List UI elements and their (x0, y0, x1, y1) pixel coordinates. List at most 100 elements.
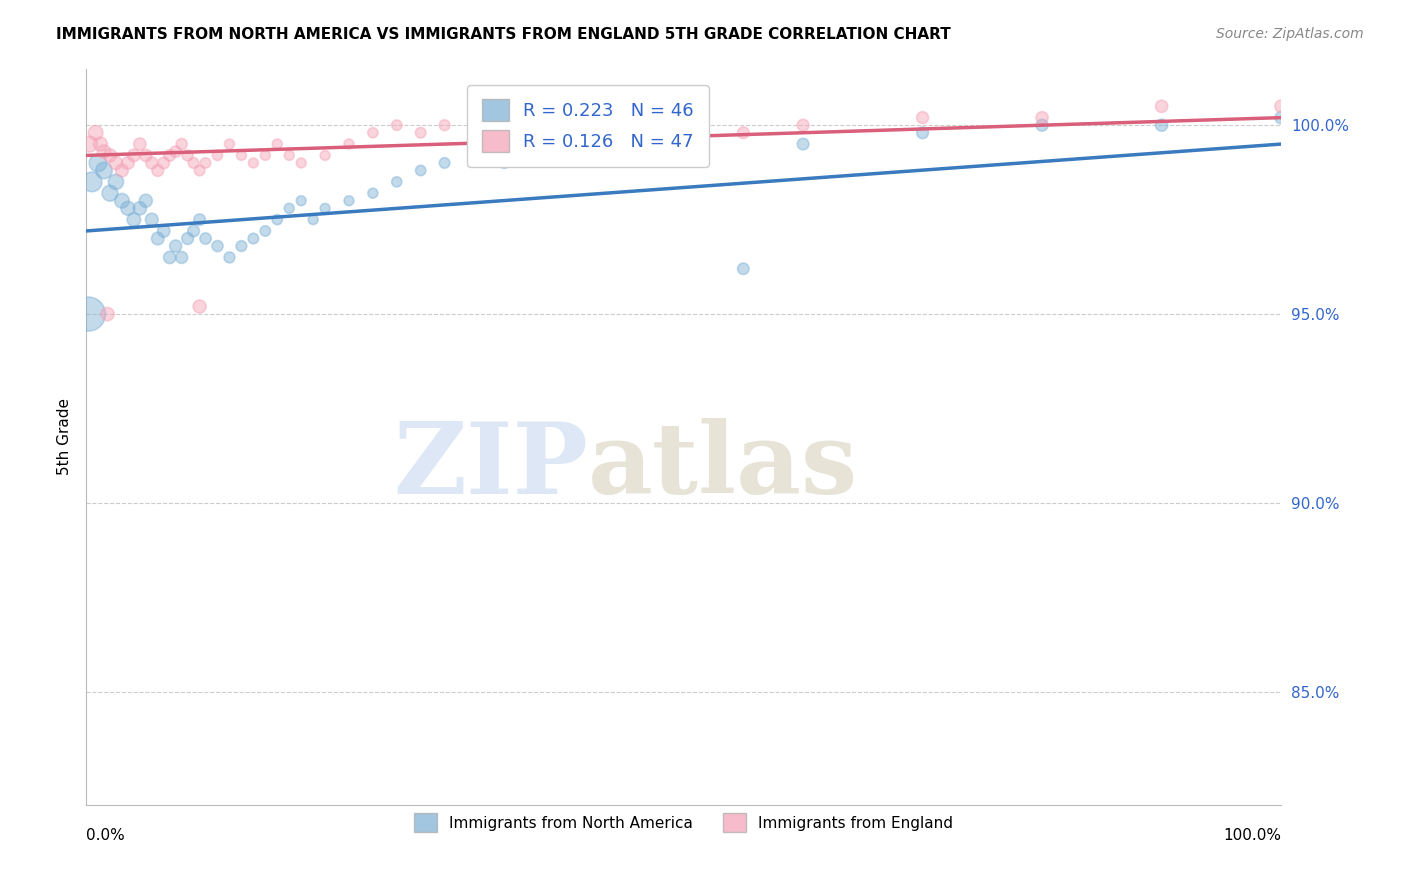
Y-axis label: 5th Grade: 5th Grade (58, 399, 72, 475)
Point (104, 156, 127, 170)
Point (152, 224, 174, 238)
Point (254, 224, 277, 238)
Point (218, 137, 240, 152)
Point (314, 148, 336, 162)
Point (385, 118, 408, 132)
Text: 0.0%: 0.0% (86, 828, 125, 843)
Point (87, 156, 110, 170)
Point (613, 126, 636, 140)
Point (278, 148, 301, 162)
Text: IMMIGRANTS FROM NORTH AMERICA VS IMMIGRANTS FROM ENGLAND 5TH GRADE CORRELATION C: IMMIGRANTS FROM NORTH AMERICA VS IMMIGRA… (56, 27, 950, 42)
Point (302, 212, 325, 227)
Point (141, 212, 163, 227)
Point (128, 137, 150, 152)
Point (733, 126, 755, 140)
Point (672, 137, 695, 152)
Point (337, 194, 360, 208)
Point (194, 156, 217, 170)
Point (242, 231, 264, 245)
Point (733, 261, 755, 276)
Point (93, 163, 115, 178)
Point (183, 156, 205, 170)
Point (188, 163, 211, 178)
Point (188, 300, 211, 314)
Point (80, 175, 103, 189)
Point (911, 111, 934, 125)
Point (84, 126, 107, 140)
Point (170, 251, 193, 265)
Point (176, 148, 198, 162)
Point (165, 239, 187, 253)
Point (613, 145, 636, 159)
Point (792, 137, 814, 152)
Point (494, 111, 516, 125)
Point (77, 307, 100, 321)
Point (266, 212, 288, 227)
Point (433, 156, 456, 170)
Point (111, 163, 134, 178)
Point (207, 239, 229, 253)
Point (97, 307, 120, 321)
Point (361, 126, 384, 140)
Point (117, 202, 139, 216)
Point (290, 194, 312, 208)
Text: Source: ZipAtlas.com: Source: ZipAtlas.com (1216, 27, 1364, 41)
Point (553, 118, 575, 132)
Point (89, 137, 111, 152)
Point (141, 156, 163, 170)
Point (165, 145, 187, 159)
Point (93, 145, 115, 159)
Point (117, 156, 139, 170)
Point (152, 156, 174, 170)
Point (146, 163, 169, 178)
Point (98, 148, 121, 162)
Point (337, 137, 360, 152)
Point (98, 186, 121, 201)
Point (553, 148, 575, 162)
Point (254, 148, 277, 162)
Point (104, 175, 127, 189)
Point (792, 118, 814, 132)
Point (218, 251, 240, 265)
Text: ZIP: ZIP (394, 417, 588, 515)
Legend: Immigrants from North America, Immigrants from England: Immigrants from North America, Immigrant… (408, 807, 959, 838)
Point (314, 202, 336, 216)
Point (385, 175, 408, 189)
Point (159, 148, 181, 162)
Point (188, 212, 211, 227)
Point (1150, 99, 1173, 113)
Point (79, 137, 101, 152)
Point (183, 224, 205, 238)
Point (231, 148, 253, 162)
Point (176, 231, 198, 245)
Point (911, 126, 934, 140)
Point (135, 194, 157, 208)
Point (194, 231, 217, 245)
Point (290, 156, 312, 170)
Point (128, 202, 150, 216)
Point (122, 212, 145, 227)
Point (433, 118, 456, 132)
Point (1270, 99, 1292, 113)
Point (242, 156, 264, 170)
Point (1031, 111, 1053, 125)
Point (409, 126, 432, 140)
Point (122, 148, 145, 162)
Point (111, 194, 134, 208)
Point (231, 239, 253, 253)
Text: 100.0%: 100.0% (1223, 828, 1281, 843)
Point (409, 163, 432, 178)
Point (1031, 118, 1053, 132)
Point (1150, 118, 1173, 132)
Point (1270, 111, 1292, 125)
Point (361, 186, 384, 201)
Point (266, 137, 288, 152)
Point (278, 202, 301, 216)
Point (135, 148, 157, 162)
Point (159, 251, 181, 265)
Point (146, 231, 169, 245)
Text: atlas: atlas (588, 417, 858, 515)
Point (170, 137, 193, 152)
Point (207, 148, 229, 162)
Point (672, 137, 695, 152)
